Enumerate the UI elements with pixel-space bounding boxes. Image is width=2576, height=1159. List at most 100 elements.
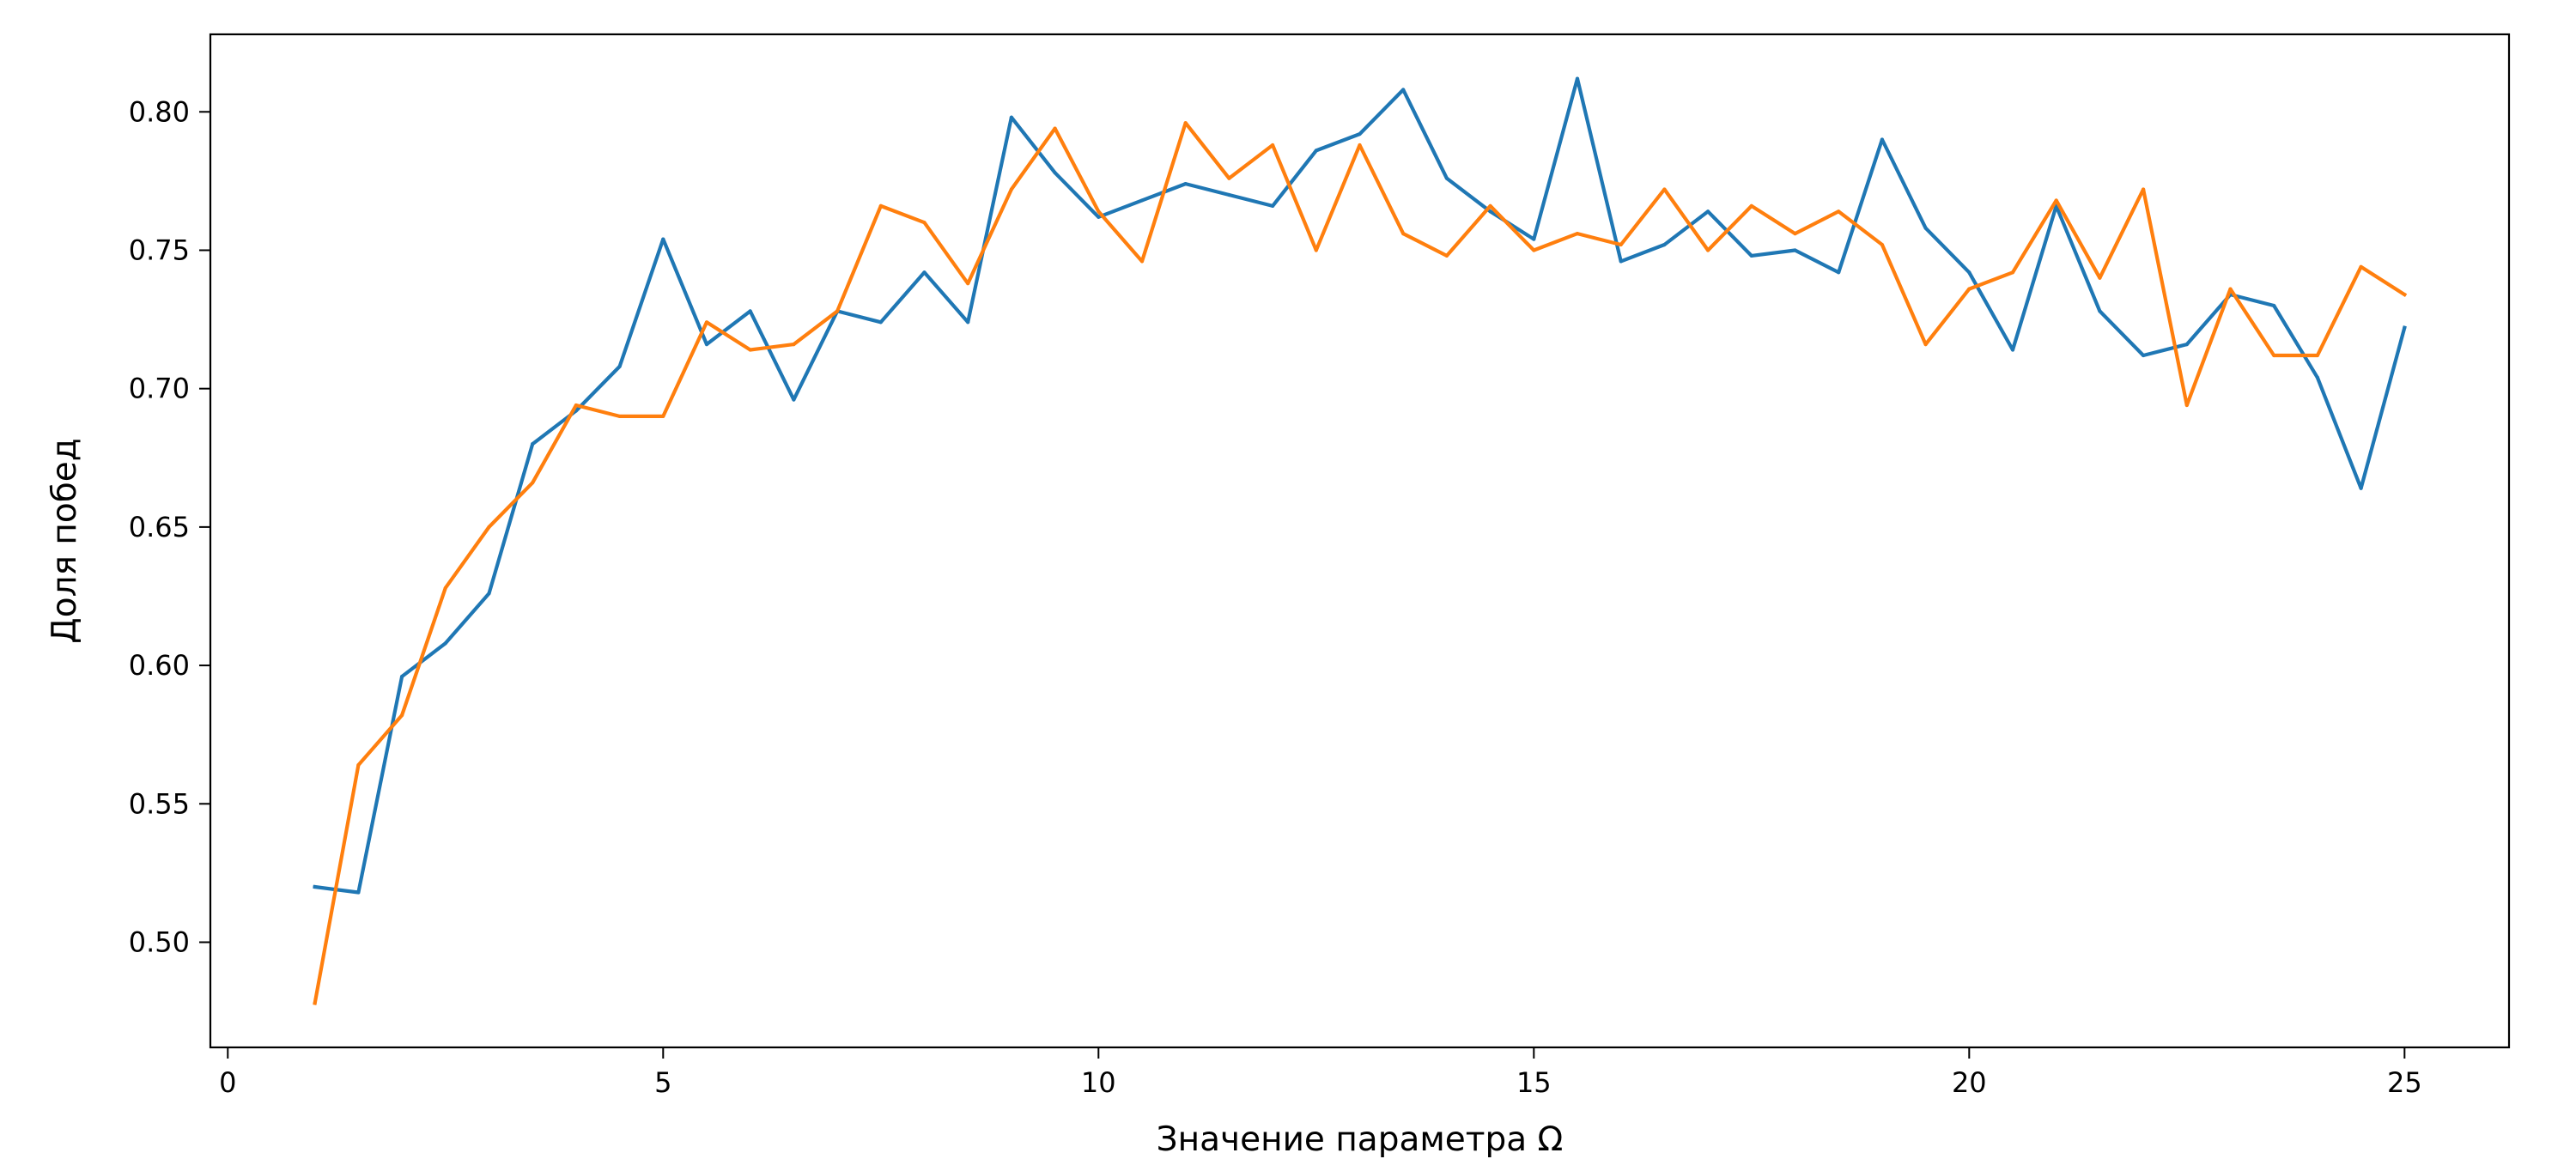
- series-2-point: [2098, 276, 2102, 280]
- series-1-point: [1401, 88, 1406, 92]
- series-2-point: [2272, 353, 2276, 358]
- series-1-point: [1314, 149, 1318, 153]
- series-1-point: [1227, 192, 1231, 197]
- series-1-point: [1880, 137, 1885, 142]
- x-tick-label: 15: [1516, 1066, 1552, 1099]
- x-tick-label: 5: [654, 1066, 671, 1099]
- series-1-point: [2359, 486, 2363, 490]
- series-2-point: [661, 414, 665, 419]
- series-2-point: [617, 414, 622, 419]
- series-2-point: [1837, 209, 1841, 214]
- y-tick-label: 0.80: [129, 95, 190, 128]
- series-1-point: [2142, 353, 2146, 358]
- series-1-point: [1183, 181, 1188, 186]
- y-tick-label: 0.55: [129, 787, 190, 820]
- series-1-point: [1488, 209, 1492, 214]
- series-1-point: [1706, 209, 1710, 214]
- series-2-point: [531, 481, 535, 485]
- series-2-point: [1619, 242, 1623, 247]
- series-1-point: [2184, 342, 2189, 347]
- series-2-point: [356, 763, 361, 768]
- y-tick-label: 0.50: [129, 925, 190, 958]
- series-2-point: [574, 403, 578, 408]
- series-2-point: [704, 320, 709, 325]
- series-2-point: [443, 586, 447, 590]
- series-2-point: [1314, 248, 1318, 252]
- series-1-point: [487, 592, 491, 596]
- series-2-point: [1097, 209, 1101, 214]
- series-1-point: [1139, 198, 1145, 203]
- series-2-point: [966, 282, 970, 286]
- series-1-point: [1053, 171, 1057, 175]
- series-2-point: [835, 309, 840, 313]
- series-1-point: [2098, 309, 2102, 313]
- series-2-point: [1967, 287, 1971, 291]
- series-1-point: [748, 309, 752, 313]
- series-2-point: [1923, 342, 1928, 347]
- series-1-point: [1837, 270, 1841, 275]
- series-2-point: [2403, 292, 2407, 297]
- series-1-points: [313, 76, 2407, 895]
- series-2-point: [399, 713, 404, 718]
- series-1-point: [531, 442, 535, 446]
- series-2-point: [1358, 143, 1362, 148]
- series-1-point: [2403, 325, 2407, 330]
- x-tick-label: 25: [2387, 1066, 2422, 1099]
- series-1-point: [1749, 253, 1753, 258]
- y-axis-ticks: 0.50 0.55 0.60 0.65 0.70 0.75 0.80: [129, 95, 210, 958]
- series-2-point: [2228, 287, 2233, 291]
- series-1-point: [922, 270, 927, 275]
- series-1-point: [356, 890, 361, 895]
- series-1-point: [1619, 259, 1623, 264]
- series-2-point: [1880, 242, 1885, 247]
- series-1-point: [1532, 237, 1536, 241]
- series-2-point: [1532, 248, 1536, 252]
- series-1-point: [1270, 203, 1275, 208]
- series-2-point: [1401, 232, 1406, 236]
- series-1-point: [1358, 131, 1362, 137]
- series-1-point: [1662, 242, 1667, 247]
- series-2-point: [1444, 253, 1449, 258]
- x-tick-label: 20: [1952, 1066, 1987, 1099]
- series-2-point: [1139, 259, 1145, 264]
- series-1-point: [443, 641, 447, 646]
- series-2-point: [2010, 270, 2015, 275]
- series-2-point: [2359, 264, 2363, 269]
- series-1-point: [1444, 176, 1449, 180]
- series-2-point: [792, 342, 796, 347]
- plot-frame: [209, 33, 2511, 1049]
- series-1-point: [1575, 76, 1580, 81]
- series-1-point: [1967, 270, 1971, 275]
- series-1-point: [966, 320, 970, 325]
- y-tick-label: 0.65: [129, 511, 190, 543]
- series-2-point: [1053, 126, 1057, 130]
- series-1-point: [1097, 215, 1101, 219]
- y-tick-label: 0.70: [129, 373, 190, 405]
- series-2-point: [2184, 403, 2189, 408]
- series-1-point: [313, 884, 317, 889]
- series-2-point: [1749, 203, 1753, 208]
- series-1-point: [1009, 115, 1013, 119]
- series-2-point: [1706, 248, 1710, 252]
- series-1-point: [1923, 226, 1928, 230]
- series-1-point: [617, 364, 622, 368]
- series-1-point: [399, 674, 404, 679]
- y-tick-label: 0.75: [129, 234, 190, 266]
- series-1-point: [2315, 375, 2320, 379]
- series-1-point: [878, 320, 883, 325]
- series-2-points: [313, 121, 2407, 1005]
- series-2-point: [1575, 232, 1580, 236]
- series-2-point: [1793, 232, 1797, 236]
- x-tick-label: 0: [219, 1066, 236, 1099]
- series-2-point: [1662, 187, 1667, 191]
- x-tick-label: 10: [1081, 1066, 1116, 1099]
- series-1-point: [1793, 248, 1797, 252]
- series-1-point: [792, 397, 796, 402]
- series-2-point: [1488, 203, 1492, 208]
- series-2-point: [878, 203, 883, 208]
- series-2-point: [313, 1001, 317, 1005]
- series-layer: [313, 76, 2408, 1005]
- series-1-point: [2272, 303, 2276, 308]
